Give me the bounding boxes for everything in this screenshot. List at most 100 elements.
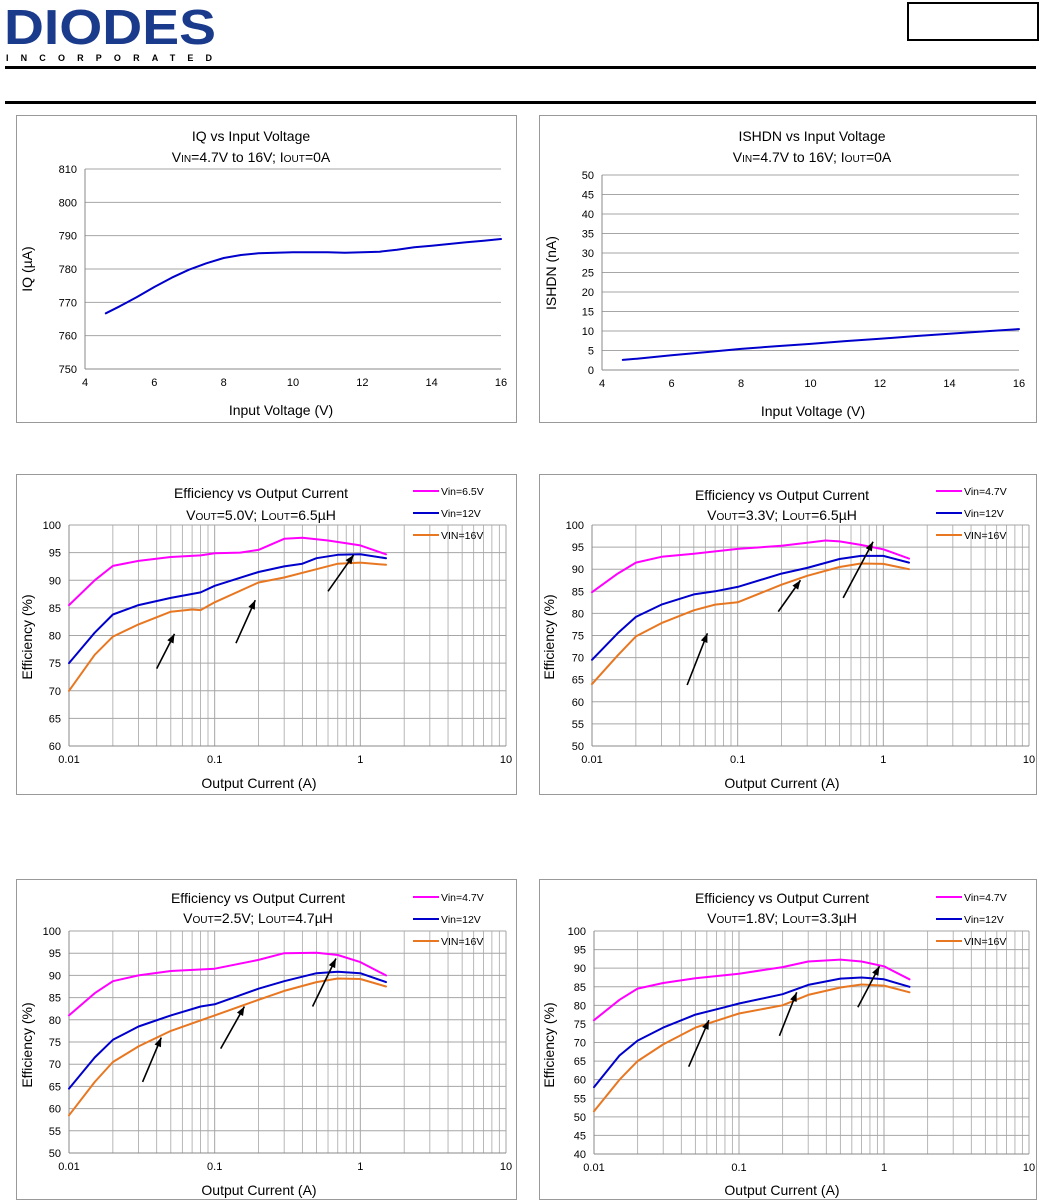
x-axis-label: Output Current (A) [724, 1182, 839, 1198]
x-tick-label: 1 [880, 754, 886, 766]
legend-label: VIN=16V [441, 530, 483, 542]
legend-label: Vin=4.7V [441, 892, 484, 904]
y-tick-label: 80 [49, 631, 61, 643]
y-tick-label: 85 [49, 603, 61, 615]
x-tick-label: 1 [357, 1161, 363, 1173]
y-tick-label: 770 [59, 297, 77, 309]
y-tick-label: 80 [49, 1015, 61, 1027]
x-tick-label: 0.1 [731, 1162, 746, 1174]
chart-panel-ishdn: 0 5 10 15 20 25 30 35 40 45 50 4 6 8 10 12 14 16 ISHDN vs … [539, 115, 1037, 423]
chart-subtitle: VOUT=3.3V; LOUT=6.5µH [707, 507, 857, 523]
y-axis-label: Efficiency (%) [19, 1002, 35, 1087]
logo-wordmark: DIODES [4, 2, 216, 55]
y-tick-label: 40 [574, 1149, 586, 1161]
series-line [593, 958, 911, 1022]
series-line [593, 976, 911, 1089]
y-tick-label: 90 [574, 963, 586, 975]
x-axis-label: Input Voltage (V) [761, 403, 865, 419]
y-axis-label: Efficiency (%) [541, 594, 557, 679]
legend-label: Vin=6.5V [441, 486, 484, 498]
y-tick-label: 90 [572, 564, 584, 576]
y-tick-label: 45 [574, 1130, 586, 1142]
y-tick-label: 90 [49, 970, 61, 982]
annotation-arrow-head [328, 958, 336, 969]
x-tick-label: 0.1 [207, 1161, 222, 1173]
x-tick-label: 6 [151, 377, 157, 389]
y-tick-label: 5 [588, 346, 594, 358]
y-tick-label: 50 [572, 741, 584, 753]
y-tick-label: 55 [49, 1126, 61, 1138]
chart-subtitle: VIN=4.7V to 16V; IOUT=0A [172, 149, 331, 165]
x-tick-label: 0.1 [207, 754, 222, 766]
chart-panel-eff-1v8: 40 45 50 55 60 65 70 75 80 85 90 95 100 0.01 0.1 1 10 Eff… [539, 879, 1037, 1200]
y-tick-label: 75 [572, 631, 584, 643]
x-axis-label: Input Voltage (V) [229, 402, 333, 418]
header-label-box [907, 2, 1039, 41]
chart-title: Efficiency vs Output Current [171, 890, 345, 906]
chart-panel-eff-2v5: 50 55 60 65 70 75 80 85 90 95 100 0.01 0.1 1 10 Efficie… [16, 879, 517, 1200]
chart-subtitle: VIN=4.7V to 16V; IOUT=0A [733, 149, 892, 165]
y-tick-label: 85 [572, 586, 584, 598]
y-tick-label: 70 [49, 1059, 61, 1071]
y-tick-label: 760 [59, 331, 77, 343]
y-tick-label: 10 [582, 326, 594, 338]
y-tick-label: 100 [43, 520, 61, 532]
y-tick-label: 80 [572, 608, 584, 620]
y-tick-label: 85 [574, 982, 586, 994]
x-tick-label: 10 [500, 754, 512, 766]
y-tick-label: 45 [582, 190, 594, 202]
annotation-arrow-head [872, 966, 880, 976]
y-tick-label: 95 [574, 945, 586, 957]
y-tick-label: 65 [49, 713, 61, 725]
annotation-arrow-head [792, 580, 801, 590]
y-tick-label: 790 [59, 231, 77, 243]
series-line [68, 561, 387, 692]
annotation-arrow-head [790, 992, 797, 1002]
chart-title: Efficiency vs Output Current [695, 487, 869, 503]
y-tick-label: 65 [572, 675, 584, 687]
y-tick-label: 55 [574, 1093, 586, 1105]
x-tick-label: 0.01 [581, 754, 602, 766]
x-tick-label: 16 [1013, 378, 1025, 390]
series-line [68, 970, 387, 1090]
chart-title: Efficiency vs Output Current [695, 890, 869, 906]
y-tick-label: 80 [574, 1000, 586, 1012]
chart-panel-iq: 750 760 770 780 790 800 810 4 6 8 10 12 14 16 IQ vs In… [16, 115, 517, 423]
x-tick-label: 0.01 [583, 1162, 604, 1174]
y-tick-label: 60 [49, 1104, 61, 1116]
y-tick-label: 30 [582, 248, 594, 260]
chart-ishdn-vs-input-voltage: 0 5 10 15 20 25 30 35 40 45 50 4 6 8 10 12 14 16 ISHDN vs … [543, 128, 1025, 419]
legend-label: Vin=12V [441, 914, 481, 926]
y-tick-label: 75 [49, 658, 61, 670]
chart-title: ISHDN vs Input Voltage [738, 128, 885, 144]
y-tick-label: 95 [49, 948, 61, 960]
x-tick-label: 10 [500, 1161, 512, 1173]
x-tick-label: 12 [356, 377, 368, 389]
header-rule-top [5, 66, 1036, 69]
legend-label: Vin=12V [964, 914, 1004, 926]
y-tick-label: 40 [582, 209, 594, 221]
annotation-arrow-head [700, 633, 708, 643]
x-tick-label: 4 [82, 377, 88, 389]
x-tick-label: 1 [881, 1162, 887, 1174]
annotation-arrow-head [154, 1037, 162, 1048]
series-line [68, 536, 387, 607]
x-tick-label: 1 [357, 754, 363, 766]
y-tick-label: 95 [49, 548, 61, 560]
series-line [591, 539, 910, 594]
legend-label: VIN=16V [964, 936, 1006, 948]
y-tick-label: 50 [574, 1112, 586, 1124]
annotation-arrow-head [248, 600, 256, 610]
x-tick-label: 14 [943, 378, 955, 390]
y-tick-label: 100 [568, 926, 586, 938]
chart-efficiency-vout-5v0: 60 65 70 75 80 85 90 95 100 0.01 0.1 1 10 Efficiency … [19, 485, 512, 791]
y-tick-label: 90 [49, 575, 61, 587]
y-tick-label: 750 [59, 364, 77, 376]
y-axis-label: ISHDN (nA) [543, 236, 559, 310]
y-tick-label: 70 [49, 686, 61, 698]
y-tick-label: 60 [572, 697, 584, 709]
annotation-arrow-shaft [686, 632, 709, 686]
legend-label: VIN=16V [964, 530, 1006, 542]
chart-title: IQ vs Input Voltage [192, 128, 311, 144]
